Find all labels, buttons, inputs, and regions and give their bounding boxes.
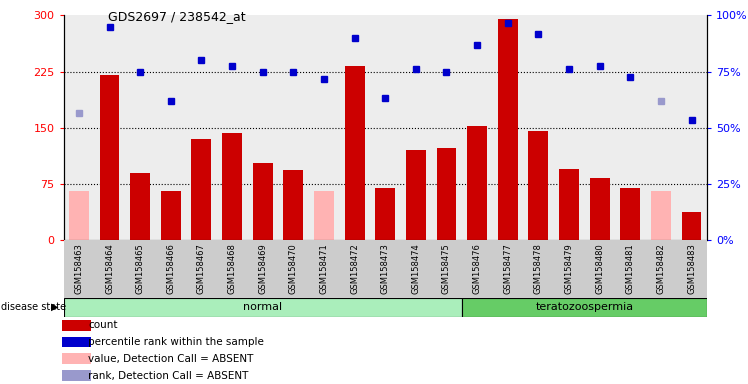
Bar [130,173,150,240]
Bar [283,170,303,240]
Bar [492,240,523,298]
Bar [523,240,554,298]
Bar [646,15,676,240]
Bar [309,15,340,240]
Text: GSM158482: GSM158482 [657,243,666,294]
Text: GSM158470: GSM158470 [289,243,298,294]
Bar [615,15,646,240]
Bar [400,240,431,298]
Text: GSM158478: GSM158478 [534,243,543,294]
Bar [217,240,248,298]
Bar [340,240,370,298]
Bar [248,240,278,298]
Text: GSM158464: GSM158464 [105,243,114,294]
Bar [676,15,707,240]
Text: GSM158480: GSM158480 [595,243,604,294]
Bar [314,191,334,240]
Text: GSM158472: GSM158472 [350,243,359,294]
Bar [64,298,462,317]
Bar [156,15,186,240]
Bar [676,240,707,298]
Text: GSM158469: GSM158469 [258,243,267,294]
Bar [156,240,186,298]
Bar [64,240,94,298]
Bar [370,15,400,240]
Bar [248,15,278,240]
Text: count: count [88,320,117,330]
Bar [431,240,462,298]
Bar [370,240,400,298]
Text: GSM158476: GSM158476 [473,243,482,294]
Text: GSM158471: GSM158471 [319,243,328,294]
Bar [615,240,646,298]
Text: percentile rank within the sample: percentile rank within the sample [88,337,264,347]
Text: GSM158467: GSM158467 [197,243,206,294]
Bar [646,240,676,298]
Text: disease state: disease state [1,302,66,312]
Text: GSM158465: GSM158465 [135,243,144,294]
Bar [125,15,156,240]
Text: GSM158463: GSM158463 [74,243,83,294]
Bar [492,15,523,240]
Bar [253,163,272,240]
Bar [99,75,120,240]
Bar [309,240,340,298]
Bar [468,126,487,240]
Text: GSM158473: GSM158473 [381,243,390,294]
Bar [681,212,702,240]
Bar [400,15,431,240]
Bar [345,66,364,240]
Text: ▶: ▶ [51,302,58,312]
Bar [523,15,554,240]
Bar [186,240,217,298]
Bar [125,240,156,298]
Bar [375,188,395,240]
Bar [340,15,370,240]
Text: GSM158466: GSM158466 [166,243,175,294]
Bar [462,240,492,298]
Bar [559,169,579,240]
Bar [651,191,671,240]
Text: GDS2697 / 238542_at: GDS2697 / 238542_at [108,10,246,23]
Bar [406,150,426,240]
Bar [554,15,584,240]
Text: GSM158483: GSM158483 [687,243,696,294]
Bar [69,191,89,240]
Bar [554,240,584,298]
Bar [620,188,640,240]
Bar [497,19,518,240]
Bar [62,320,91,331]
Text: value, Detection Call = ABSENT: value, Detection Call = ABSENT [88,354,254,364]
Text: GSM158475: GSM158475 [442,243,451,294]
Text: normal: normal [243,302,282,312]
Bar [589,178,610,240]
Bar [437,148,456,240]
Bar [161,191,181,240]
Bar [222,133,242,240]
Bar [431,15,462,240]
Bar [217,15,248,240]
Bar [462,298,707,317]
Bar [94,15,125,240]
Text: GSM158468: GSM158468 [227,243,236,294]
Bar [62,370,91,381]
Text: GSM158479: GSM158479 [565,243,574,294]
Text: GSM158477: GSM158477 [503,243,512,294]
Text: GSM158481: GSM158481 [626,243,635,294]
Bar [62,353,91,364]
Bar [584,15,615,240]
Text: rank, Detection Call = ABSENT: rank, Detection Call = ABSENT [88,371,248,381]
Bar [94,240,125,298]
Bar [191,139,212,240]
Bar [584,240,615,298]
Text: GSM158474: GSM158474 [411,243,420,294]
Bar [278,240,309,298]
Bar [62,337,91,348]
Text: teratozoospermia: teratozoospermia [536,302,634,312]
Bar [278,15,309,240]
Bar [528,131,548,240]
Bar [462,15,492,240]
Bar [186,15,217,240]
Bar [64,15,94,240]
